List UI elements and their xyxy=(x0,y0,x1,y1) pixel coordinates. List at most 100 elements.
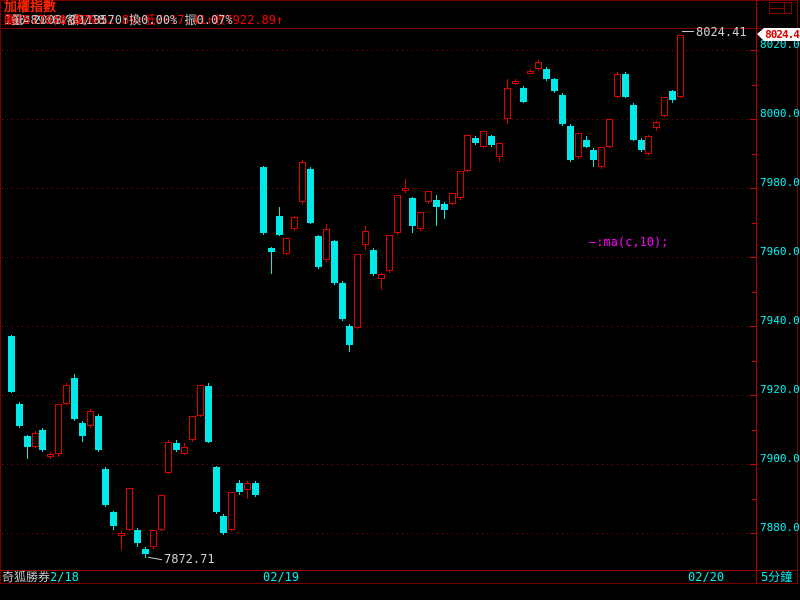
candle-body xyxy=(441,204,448,210)
window-split-icon-divider xyxy=(784,3,785,13)
candle-body xyxy=(409,198,416,226)
time-axis-label: 奇狐勝券 xyxy=(2,570,51,584)
candle-body xyxy=(512,81,519,84)
candle-body xyxy=(488,136,495,145)
candle-body xyxy=(645,136,652,154)
candle-body xyxy=(220,516,227,533)
instrument-title: 加權指數 xyxy=(4,0,57,15)
time-axis-label: 02/19 xyxy=(263,570,300,584)
candle-body xyxy=(331,241,338,283)
candle-body xyxy=(213,467,220,512)
axis-major-tick xyxy=(750,395,756,396)
candle-body xyxy=(386,235,393,271)
candle-body xyxy=(378,274,385,279)
current-price-tag: 8024.4 xyxy=(757,28,800,41)
candle-body xyxy=(559,95,566,124)
price-tag-arrow-icon xyxy=(757,28,764,41)
candle-body xyxy=(394,195,401,233)
candle-body xyxy=(307,169,314,223)
candle-body xyxy=(433,200,440,207)
candle-body xyxy=(535,62,542,69)
price-axis-label: 7900.0 xyxy=(760,452,800,465)
candle-body xyxy=(653,122,660,128)
candle-body xyxy=(496,143,503,157)
candle-body xyxy=(118,533,125,536)
candle-wick xyxy=(405,179,406,193)
candle-wick xyxy=(271,247,272,274)
candle-body xyxy=(417,212,424,229)
candle-body xyxy=(205,386,212,442)
candle-body xyxy=(63,385,70,404)
candle-body xyxy=(323,229,330,260)
candle-body xyxy=(425,191,432,202)
candle-body xyxy=(551,79,558,91)
axis-minor-tick xyxy=(752,85,756,86)
candle-body xyxy=(165,442,172,473)
candle-body xyxy=(260,167,267,233)
axis-major-tick xyxy=(750,50,756,51)
candle-body xyxy=(480,131,487,147)
price-gridline xyxy=(2,533,756,534)
candle-body xyxy=(87,411,94,426)
price-gridline xyxy=(2,395,756,396)
axis-minor-tick xyxy=(752,292,756,293)
header-separator xyxy=(1,28,797,29)
candle-body xyxy=(575,133,582,157)
candle-body xyxy=(583,140,590,147)
candle-body xyxy=(638,140,645,150)
price-axis-label: 7880.0 xyxy=(760,521,800,534)
candle-body xyxy=(268,248,275,252)
candle-body xyxy=(661,97,668,116)
high-annotation-label: 8024.41 xyxy=(696,25,747,39)
candle-body xyxy=(95,416,102,450)
window-split-icon-bar xyxy=(770,8,784,9)
candle-body xyxy=(39,430,46,450)
time-axis-label: 5分鐘 xyxy=(761,570,793,584)
candle-body xyxy=(370,250,377,274)
quote-info-segment: 量48986↓額118570↑換0.00% 振0.07% xyxy=(4,13,240,27)
candle-body xyxy=(630,105,637,140)
candle-body xyxy=(126,488,133,530)
price-gridline xyxy=(2,326,756,327)
price-gridline xyxy=(2,50,756,51)
axis-minor-tick xyxy=(752,430,756,431)
candle-body xyxy=(276,216,283,235)
candle-body xyxy=(614,74,621,97)
candle-body xyxy=(134,530,141,543)
axis-major-tick xyxy=(750,257,756,258)
candle-body xyxy=(142,549,149,554)
price-axis-label: 8000.0 xyxy=(760,107,800,120)
axis-major-tick xyxy=(750,464,756,465)
high-annotation-line xyxy=(682,31,694,32)
candle-body xyxy=(299,162,306,202)
candle-body xyxy=(590,150,597,160)
price-axis-label: 7980.0 xyxy=(760,176,800,189)
window-split-icon[interactable] xyxy=(769,2,792,14)
price-axis-label: 7940.0 xyxy=(760,314,800,327)
candle-body xyxy=(16,404,23,426)
price-gridline xyxy=(2,119,756,120)
candle-wick xyxy=(436,195,437,226)
candle-body xyxy=(402,188,409,191)
candle-body xyxy=(71,378,78,419)
candle-body xyxy=(79,423,86,436)
candle-wick xyxy=(27,435,28,459)
axis-minor-tick xyxy=(752,361,756,362)
candle-body xyxy=(150,530,157,547)
candle-body xyxy=(55,404,62,454)
candle-body xyxy=(622,74,629,97)
candle-body xyxy=(102,469,109,505)
candle-body xyxy=(472,138,479,143)
price-axis-label: 7920.0 xyxy=(760,383,800,396)
window-border xyxy=(0,0,798,584)
candle-body xyxy=(32,433,39,447)
price-axis-line xyxy=(756,1,757,583)
candle-body xyxy=(606,119,613,147)
ma-formula-label: —:ma(c,10); xyxy=(589,235,669,249)
price-gridline xyxy=(2,257,756,258)
candle-body xyxy=(158,495,165,530)
